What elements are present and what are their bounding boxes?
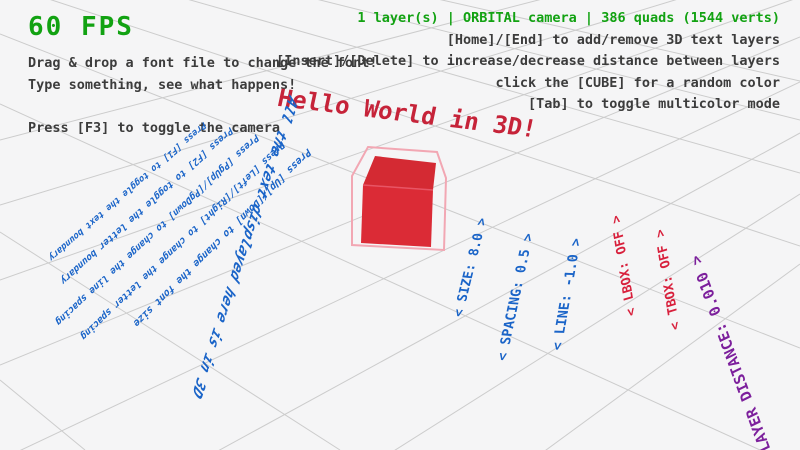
hud-right: 1 layer(s) | ORBITAL camera | 386 quads … — [276, 8, 780, 116]
camera-hint: Press [F3] to toggle the camera — [28, 120, 280, 136]
cube-wireframe — [351, 145, 448, 252]
help-line: [Insert]/[Delete] to increase/decrease d… — [276, 53, 780, 69]
help-line: [Home]/[End] to add/remove 3D text layer… — [446, 31, 780, 48]
render-status: 1 layer(s) | ORBITAL camera | 386 quads … — [357, 10, 780, 26]
cube-top-face[interactable] — [363, 156, 436, 190]
cube-edge — [362, 184, 434, 191]
help-line: [Tab] to toggle multicolor mode — [528, 96, 780, 112]
drag-drop-hint: Drag & drop a font file to change the fo… — [28, 55, 378, 71]
type-hint: Type something, see what happens! — [28, 77, 297, 93]
cube-front-face[interactable] — [361, 185, 433, 247]
help-line: click the [CUBE] for a random color — [495, 74, 780, 91]
fps-counter: 60 FPS — [28, 12, 134, 42]
